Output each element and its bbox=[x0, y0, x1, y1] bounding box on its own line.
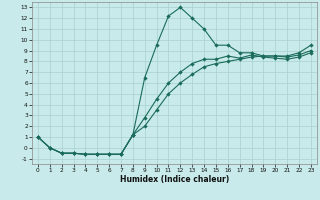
X-axis label: Humidex (Indice chaleur): Humidex (Indice chaleur) bbox=[120, 175, 229, 184]
